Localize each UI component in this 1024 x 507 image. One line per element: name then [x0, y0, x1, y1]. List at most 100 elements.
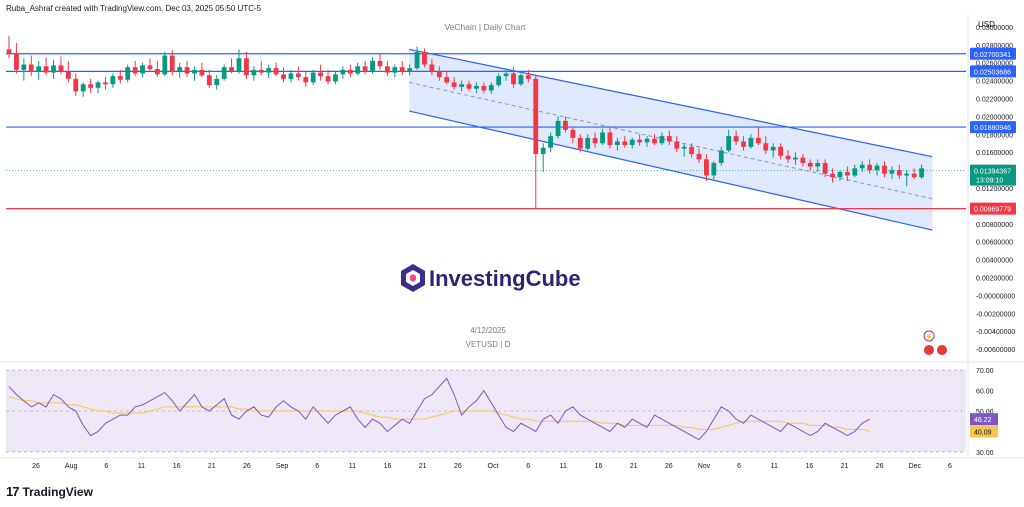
- candle-body: [882, 165, 887, 174]
- candle-body: [295, 73, 301, 78]
- candle-body: [807, 162, 813, 167]
- time-tick-label: 21: [419, 463, 427, 470]
- candle-body: [696, 154, 702, 160]
- candle-body: [370, 60, 375, 71]
- time-axis[interactable]: 26 Aug 6 11 16 21 26 Sep 6 11 16 21 26 Oct 6 11 16 21 26 No…: [0, 457, 1024, 470]
- price-tick-label: -0.00000000: [976, 293, 1015, 300]
- candle-body: [770, 146, 776, 151]
- level-tag-3: 0.00969779: [970, 202, 1016, 215]
- candle-body: [273, 68, 279, 75]
- candle-body: [36, 66, 42, 72]
- candle-body: [125, 67, 131, 80]
- candle: [718, 146, 724, 166]
- candle: [88, 78, 94, 94]
- candle: [125, 64, 131, 83]
- candle: [414, 46, 420, 70]
- candle-body: [384, 66, 390, 73]
- candle: [399, 60, 405, 76]
- candle: [147, 58, 153, 72]
- channel-lower-line[interactable]: [409, 110, 933, 231]
- candle-body: [859, 164, 865, 169]
- candle-body: [778, 146, 784, 156]
- level-tag-2-bg: [970, 121, 1016, 134]
- candle: [466, 80, 472, 92]
- candle-body: [674, 141, 680, 149]
- candle: [481, 82, 487, 94]
- candle: [778, 143, 784, 160]
- candle: [844, 166, 850, 181]
- candle: [140, 62, 145, 78]
- rsi-tick-label: 60.00: [976, 389, 994, 396]
- candle: [6, 35, 12, 59]
- candle: [221, 64, 227, 81]
- candle-body: [251, 69, 257, 76]
- candle: [741, 136, 746, 151]
- candle: [377, 53, 383, 70]
- currency-label: USD: [978, 20, 995, 29]
- candle: [577, 134, 583, 153]
- candle: [95, 80, 101, 94]
- candle: [65, 60, 71, 83]
- candle-body: [14, 53, 19, 70]
- level-tag-3-bg: [970, 202, 1016, 215]
- candle: [199, 62, 205, 78]
- candle-body: [140, 65, 145, 74]
- rsi-value-tag: 46.22: [974, 417, 992, 424]
- price-tick-label: -0.00200000: [976, 311, 1015, 318]
- price-tick-label: 0.02800000: [976, 43, 1013, 50]
- candle: [162, 52, 168, 77]
- candle-body: [629, 139, 635, 146]
- level-tag-1-text: 0.02503686: [974, 69, 1011, 76]
- candle: [904, 170, 910, 187]
- candle: [666, 130, 672, 146]
- candle: [652, 134, 657, 146]
- lightning-icon[interactable]: [923, 330, 935, 342]
- candle: [555, 116, 561, 139]
- candle: [674, 136, 680, 153]
- rsi-tick-label: 30.00: [976, 450, 994, 457]
- time-tick-label: 6: [948, 463, 952, 470]
- candle: [214, 75, 220, 90]
- candle-body: [6, 49, 12, 54]
- candle-body: [318, 72, 324, 77]
- time-tick-label: 26: [876, 463, 884, 470]
- time-tick-label: 11: [560, 463, 567, 470]
- candle-body: [229, 67, 234, 72]
- time-tick-label: Dec: [909, 463, 922, 470]
- event-icons[interactable]: ⚡: [923, 330, 947, 355]
- candle: [236, 49, 242, 74]
- candle: [600, 128, 605, 146]
- price-tick-label: 0.00400000: [976, 258, 1013, 265]
- candle-body: [525, 75, 531, 79]
- candle: [318, 64, 324, 81]
- channel-upper-line[interactable]: [409, 48, 933, 158]
- time-tick-label: 6: [315, 463, 319, 470]
- candle-body: [577, 137, 583, 149]
- price-tick-label: 0.02400000: [976, 79, 1013, 86]
- candle: [384, 60, 390, 77]
- candle: [258, 60, 264, 76]
- us-flag-icon[interactable]: [924, 345, 934, 355]
- candle-body: [733, 136, 739, 142]
- candle-body: [533, 78, 539, 154]
- candle-body: [511, 73, 516, 85]
- candle-body: [459, 84, 464, 87]
- candle: [748, 134, 754, 149]
- candle: [295, 66, 301, 81]
- candle-body: [221, 67, 227, 79]
- time-tick-label: 26: [32, 463, 40, 470]
- price-tick-label: -0.00600000: [976, 347, 1015, 354]
- candle-body: [466, 84, 472, 89]
- time-tick-label: 26: [665, 463, 673, 470]
- candle-body: [422, 52, 427, 65]
- candle-body: [80, 84, 86, 92]
- rsi-pane[interactable]: 70.00 60.00 50.00 30.00 46.22 40.09: [0, 361, 1024, 457]
- price-axis[interactable]: 0.03000000 0.02800000 0.02600000 0.02400000…: [967, 14, 1016, 458]
- us-flag-icon-2[interactable]: [937, 345, 947, 355]
- candle: [325, 69, 331, 85]
- candle-body: [58, 65, 64, 72]
- candle-body: [607, 132, 613, 146]
- candle: [488, 82, 494, 95]
- tradingview-logo-icon: 17: [6, 484, 20, 499]
